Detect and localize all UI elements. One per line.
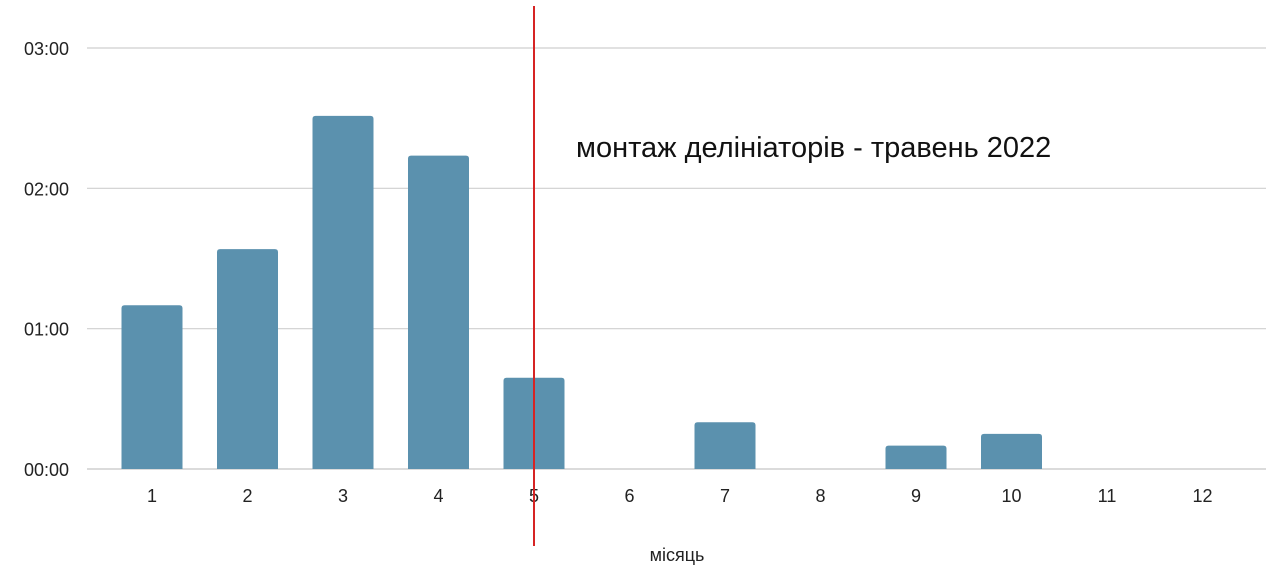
y-tick-label: 02:00	[24, 179, 69, 199]
y-axis-ticks: 00:00 01:00 02:00 03:00	[24, 39, 69, 480]
bar-month-7	[694, 422, 756, 469]
gridlines	[87, 47, 1266, 470]
x-tick-label: 9	[911, 486, 921, 506]
bars	[121, 115, 1042, 470]
x-tick-label: 8	[815, 486, 825, 506]
bar-month-4	[408, 155, 469, 470]
x-tick-label: 10	[1001, 486, 1021, 506]
annotation-label: монтаж делініаторів - травень 2022	[576, 132, 1051, 164]
x-axis-title: місяць	[650, 545, 705, 565]
x-tick-label: 1	[147, 486, 157, 506]
y-tick-label: 01:00	[24, 320, 69, 340]
x-tick-label: 4	[433, 486, 443, 506]
x-tick-label: 7	[720, 486, 730, 506]
bar-month-3	[312, 115, 374, 470]
x-tick-label: 2	[242, 486, 252, 506]
x-tick-label: 12	[1192, 486, 1212, 506]
bar-month-10	[981, 433, 1042, 469]
y-tick-label: 00:00	[24, 460, 69, 480]
x-tick-label: 11	[1098, 486, 1117, 506]
x-axis-ticks: 123456789101112	[147, 486, 1213, 506]
bar-month-9	[885, 445, 947, 469]
x-tick-label: 3	[338, 486, 348, 506]
bar-month-1	[121, 305, 183, 469]
bar-month-2	[217, 249, 278, 469]
x-tick-label: 6	[624, 486, 634, 506]
y-tick-label: 03:00	[24, 39, 69, 59]
